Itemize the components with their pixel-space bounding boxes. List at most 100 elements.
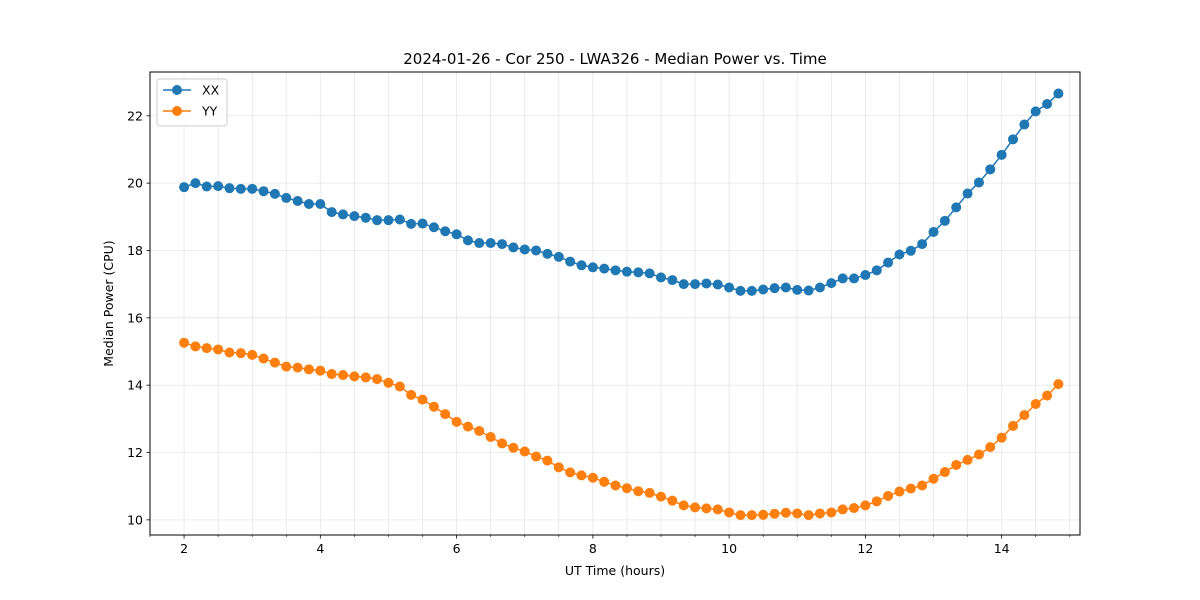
series-xx-point [451,229,462,240]
series-yy-point [201,343,212,354]
series-yy-point [644,487,655,498]
series-yy-point [462,421,473,432]
series-xx-point [1030,106,1041,117]
series-yy-point [951,459,962,470]
series-yy-point [1030,399,1041,410]
series-xx-point [474,238,485,249]
series-xx-point [258,186,269,197]
series-xx-point [814,282,825,293]
series-yy-point [678,500,689,511]
x-tick-label: 2 [180,541,188,556]
x-tick-label: 10 [721,541,737,556]
series-xx-point [621,266,632,277]
series-xx-point [542,248,553,259]
y-tick-label: 20 [127,176,143,191]
series-yy-point [440,409,451,420]
x-axis-label: UT Time (hours) [565,563,665,578]
series-yy-point [519,446,530,457]
series-xx-point [485,238,496,249]
series-yy-point [553,462,564,473]
series-yy-point [712,504,723,515]
series-xx-point [905,245,916,256]
series-xx-point [440,226,451,237]
series-xx-point [928,226,939,237]
series-xx-point [1053,88,1064,99]
series-xx-point [962,188,973,199]
series-xx-point [292,195,303,206]
series-xx-point [780,282,791,293]
series-yy-point [235,348,246,359]
x-tick-label: 8 [589,541,597,556]
series-xx-point [610,265,621,276]
series-xx-point [179,182,190,193]
series-yy-point [621,483,632,494]
series-xx-point [667,275,678,286]
series-xx-point [269,188,280,199]
gridlines [149,72,1080,535]
legend-xx-marker [172,85,182,95]
series-xx-point [712,279,723,290]
series-yy-point [860,500,871,511]
series-yy-point [338,370,349,381]
series-yy-point [565,467,576,478]
series-xx-point [281,192,292,203]
y-tick-label: 22 [127,108,143,123]
series-xx-point [973,177,984,188]
series-yy-point [849,503,860,514]
series-xx-point [190,178,201,189]
series-xx-point [235,183,246,194]
chart-title: 2024-01-26 - Cor 250 - LWA326 - Median P… [403,50,827,68]
legend-yy-marker [172,106,182,116]
series-xx-point [553,251,564,262]
series-yy-point [871,496,882,507]
series-yy-point [883,490,894,501]
series-yy-point [406,389,417,400]
series-xx-point [939,215,950,226]
series-xx-point [701,278,712,289]
series-yy-point [383,377,394,388]
series-xx-point [531,245,542,256]
series-yy-point [213,344,224,355]
x-tick-label: 4 [316,541,324,556]
series-yy-point [417,394,428,405]
series-yy-point [292,362,303,373]
series-yy-point [837,504,848,515]
series-xx-point [303,198,314,209]
series-xx-point [417,218,428,229]
series-yy-point [780,507,791,518]
series-xx-point [338,209,349,220]
series-xx-point [462,235,473,246]
series-xx-point [758,284,769,295]
series-xx-point [690,279,701,290]
series-xx-point [1019,119,1030,130]
series-yy-point [724,507,735,518]
y-tick-label: 12 [127,445,143,460]
series-yy-point [962,454,973,465]
series-xx-point [792,284,803,295]
series-xx-point [1008,134,1019,145]
series-xx-point [803,285,814,296]
series-yy-point [1008,420,1019,431]
series-yy-point [508,442,519,453]
y-tick-label: 14 [127,378,143,393]
series-yy-point [758,509,769,520]
series-yy-point [792,508,803,519]
series-xx-point [769,283,780,294]
series-yy-point [826,507,837,518]
axis-ticks: 2 4 6 8 10 12 14 10 12 14 16 18 20 22 [127,108,1071,556]
series-xx-point [519,244,530,255]
series-yy-point [701,503,712,514]
legend: XX YY [156,78,228,127]
series-yy-point [735,510,746,521]
series-xx-point [224,183,235,194]
series-xx-point [633,267,644,278]
series-yy-point [803,510,814,521]
series-yy-point [247,349,258,360]
series-yy-point [1042,390,1053,401]
series-yy-point [996,432,1007,443]
legend-label-yy: YY [201,104,218,119]
series-yy-point [349,371,360,382]
series-xx-point [644,268,655,279]
series-xx-point [837,273,848,284]
